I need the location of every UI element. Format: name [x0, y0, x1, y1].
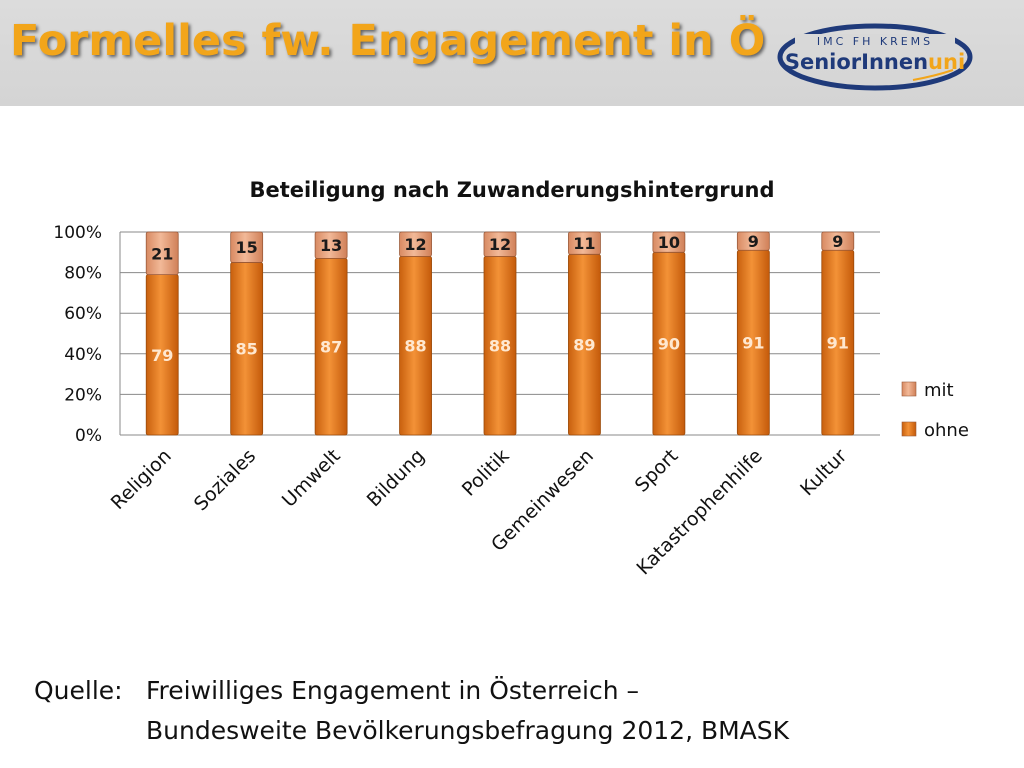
- bars: 79 21 85 15 87 13 88 12 88 12 89 11 90 10 91 9 91 9: [145, 231, 855, 436]
- source-line-2: Bundesweite Bevölkerungsbefragung 2012, …: [146, 716, 790, 745]
- source-line-1: Freiwilliges Engagement in Österreich –: [146, 676, 640, 705]
- stacked-bar-chart: Beteiligung nach Zuwanderungshintergrund…: [53, 178, 969, 580]
- data-label-mit: 9: [748, 232, 759, 251]
- legend: mit ohne: [901, 380, 969, 441]
- y-axis: 0% 20% 40% 60% 80% 100%: [53, 223, 121, 446]
- x-tick-label: Soziales: [190, 445, 260, 515]
- data-label-ohne: 87: [320, 338, 342, 357]
- x-tick-label: Politik: [458, 445, 514, 501]
- data-label-ohne: 91: [827, 334, 849, 353]
- bar-mit: [399, 231, 432, 257]
- data-label-mit: 10: [658, 233, 680, 252]
- logo-accent-text: uni: [928, 50, 965, 74]
- x-tick-label: Religion: [107, 445, 176, 514]
- chart-title: Beteiligung nach Zuwanderungshintergrund: [249, 178, 774, 202]
- logo-top-text: IMC FH KREMS: [817, 35, 933, 48]
- y-tick-label: 40%: [64, 345, 102, 365]
- bar-mit: [145, 231, 179, 276]
- source-label: Quelle:: [34, 676, 123, 705]
- bar-mit: [736, 231, 770, 251]
- x-tick-label: Umwelt: [278, 445, 345, 512]
- logo-main-text: SeniorInnen: [785, 50, 928, 74]
- bar-mit: [568, 231, 601, 255]
- legend-label-mit: mit: [924, 380, 954, 401]
- y-tick-label: 20%: [64, 385, 102, 405]
- data-label-ohne: 89: [573, 336, 595, 355]
- bar-mit: [483, 231, 517, 257]
- data-label-ohne: 85: [236, 340, 258, 359]
- x-tick-label: Bildung: [363, 445, 429, 511]
- data-label-mit: 12: [404, 235, 426, 254]
- seniorinnenuni-logo: IMC FH KREMS SeniorInnenuni: [777, 23, 973, 91]
- data-label-mit: 15: [236, 238, 258, 257]
- y-tick-label: 80%: [64, 264, 102, 284]
- data-label-mit: 9: [832, 232, 843, 251]
- svg-text:SeniorInnenuni: SeniorInnenuni: [785, 50, 965, 74]
- data-label-ohne: 90: [658, 335, 680, 354]
- data-label-mit: 13: [320, 236, 342, 255]
- bar-mit: [314, 231, 348, 259]
- data-label-mit: 12: [489, 235, 511, 254]
- data-label-ohne: 88: [489, 337, 511, 356]
- data-label-ohne: 79: [151, 346, 173, 365]
- data-label-ohne: 88: [404, 337, 426, 356]
- legend-swatch-ohne: [901, 421, 917, 437]
- legend-label-ohne: ohne: [924, 420, 969, 441]
- bar-mit: [230, 231, 264, 263]
- data-label-ohne: 91: [742, 334, 764, 353]
- data-label-mit: 11: [573, 234, 595, 253]
- y-tick-label: 0%: [75, 426, 102, 446]
- y-tick-label: 100%: [53, 223, 102, 243]
- slide-title: Formelles fw. Engagement in Ö: [10, 16, 766, 66]
- bar-mit: [821, 231, 855, 251]
- y-tick-label: 60%: [64, 304, 102, 324]
- data-label-mit: 21: [151, 244, 173, 263]
- x-tick-label: Kultur: [796, 445, 851, 500]
- bar-mit: [652, 231, 686, 253]
- x-tick-label: Sport: [631, 445, 683, 497]
- legend-swatch-mit: [901, 381, 917, 397]
- x-axis-labels: Religion Soziales Umwelt Bildung PolitikGeme…: [107, 445, 852, 580]
